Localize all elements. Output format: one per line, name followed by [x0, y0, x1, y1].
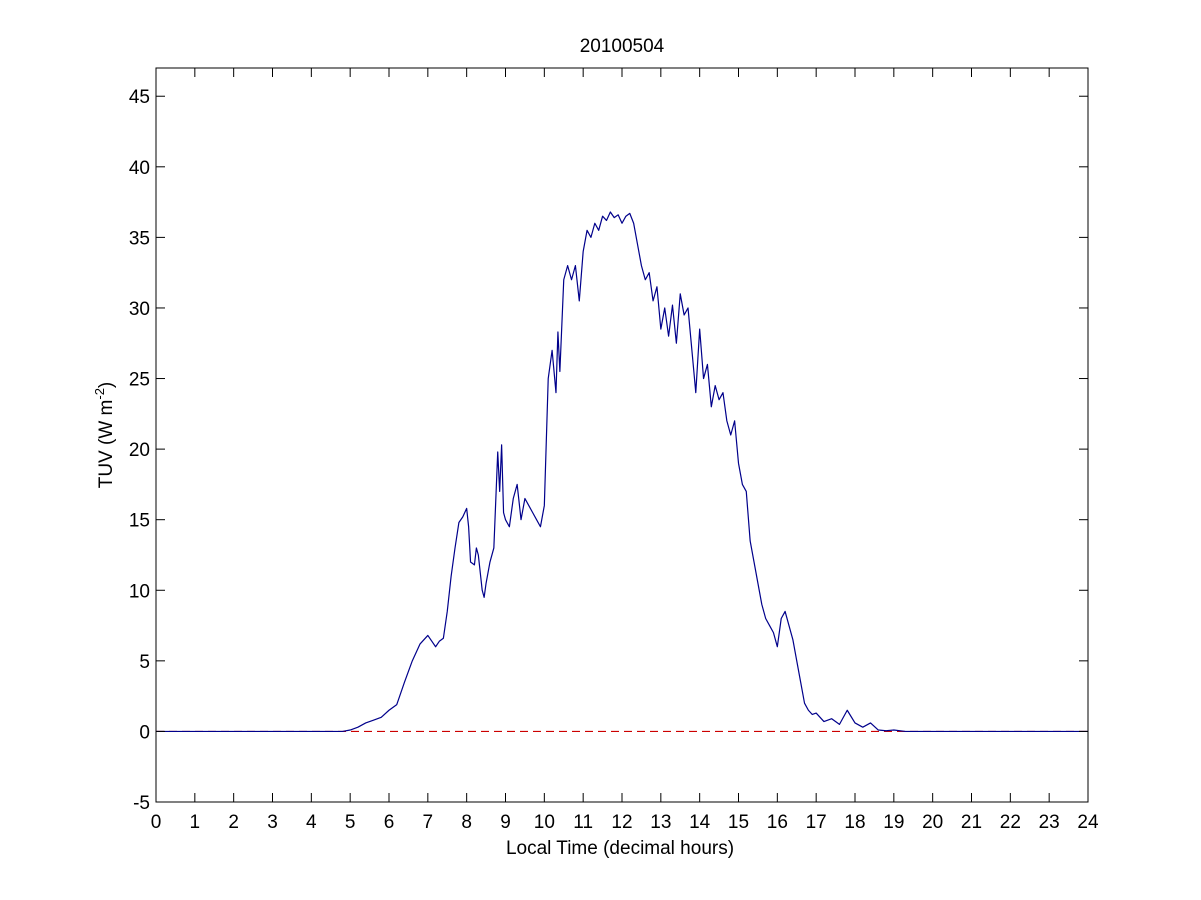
- x-tick-label: 14: [689, 812, 711, 833]
- x-tick-label: 15: [728, 812, 749, 833]
- y-axis-title-close: ): [96, 382, 117, 388]
- y-tick-label: 25: [129, 370, 150, 391]
- x-tick-label: 2: [228, 812, 239, 833]
- x-tick-label: 18: [844, 812, 865, 833]
- x-tick-label: 3: [267, 812, 278, 833]
- x-tick-label: 16: [767, 812, 788, 833]
- y-axis-title: TUV (W m-2): [92, 382, 117, 489]
- x-tick-label: 8: [461, 812, 472, 833]
- x-tick-label: 10: [534, 812, 555, 833]
- y-tick-label: 15: [129, 511, 150, 532]
- y-tick-label: 5: [139, 652, 150, 673]
- y-axis-title-superscript: -2: [92, 388, 107, 400]
- x-tick-label: 21: [961, 812, 982, 833]
- series-layer: [156, 211, 1088, 733]
- x-tick-label: 4: [306, 812, 317, 833]
- axis-ticks: 0 1 2 3 4 5 6 7 8 9 10 11 12 13 14 15 16 17 18 19 20 21 22 23 24…: [129, 68, 1099, 833]
- y-tick-label: 20: [129, 440, 150, 461]
- x-tick-label: 24: [1077, 812, 1099, 833]
- x-tick-label: 17: [806, 812, 827, 833]
- y-tick-label: 10: [129, 581, 150, 602]
- x-tick-label: 12: [611, 812, 632, 833]
- x-tick-label: 11: [573, 812, 593, 833]
- x-tick-label: 19: [883, 812, 904, 833]
- x-tick-label: 5: [345, 812, 356, 833]
- x-tick-label: 23: [1039, 812, 1060, 833]
- y-tick-label: 30: [129, 299, 150, 320]
- x-tick-label: 13: [650, 812, 671, 833]
- y-tick-label: 40: [129, 158, 150, 179]
- chart-title: 20100504: [580, 36, 665, 57]
- tuv-series-line: [156, 211, 1088, 733]
- x-axis-title: Local Time (decimal hours): [506, 838, 734, 859]
- x-tick-label: 0: [151, 812, 162, 833]
- x-tick-label: 20: [922, 812, 943, 833]
- x-tick-label: 1: [190, 812, 201, 833]
- y-axis-title-main: TUV (W m: [96, 400, 117, 489]
- x-tick-label: 9: [500, 812, 511, 833]
- x-tick-label: 7: [423, 812, 434, 833]
- y-tick-label: -5: [133, 793, 150, 814]
- plot-area: [155, 67, 1089, 803]
- x-tick-label: 6: [384, 812, 395, 833]
- y-tick-label: 45: [129, 87, 150, 108]
- y-tick-label: 35: [129, 228, 150, 249]
- y-tick-label: 0: [139, 722, 150, 743]
- x-tick-label: 22: [1000, 812, 1021, 833]
